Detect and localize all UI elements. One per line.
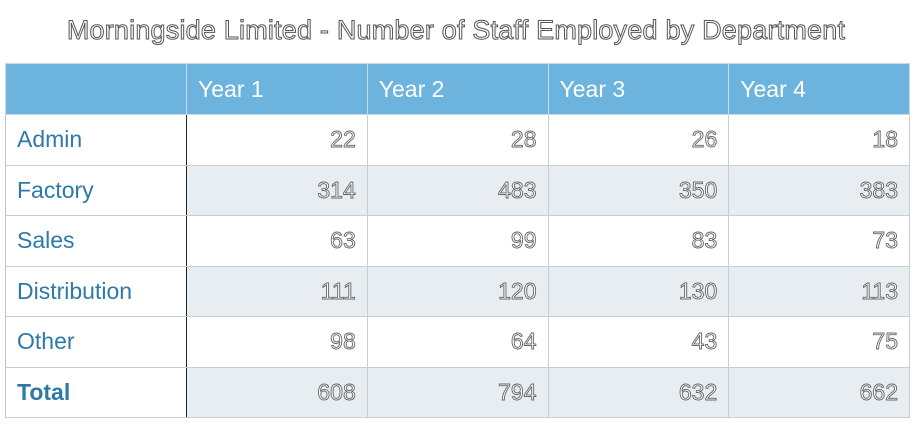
row-label: Admin bbox=[5, 114, 187, 166]
data-cell: 64 bbox=[366, 316, 549, 368]
header-corner-cell bbox=[5, 63, 187, 115]
total-cell: 608 bbox=[186, 366, 368, 418]
staff-table-container: Year 1 Year 2 Year 3 Year 4 Admin 22 28 … bbox=[5, 63, 910, 419]
staff-table: Year 1 Year 2 Year 3 Year 4 Admin 22 28 … bbox=[5, 63, 910, 418]
column-header: Year 3 bbox=[547, 63, 730, 115]
total-cell: 794 bbox=[366, 366, 549, 418]
data-cell: 120 bbox=[366, 265, 549, 317]
table-row: Admin 22 28 26 18 bbox=[5, 114, 910, 166]
table-row: Other 98 64 43 75 bbox=[5, 316, 910, 368]
data-cell: 26 bbox=[547, 114, 730, 166]
data-cell: 99 bbox=[366, 215, 549, 267]
data-cell: 75 bbox=[728, 316, 910, 368]
data-cell: 111 bbox=[186, 265, 368, 317]
data-cell: 113 bbox=[728, 265, 910, 317]
column-header: Year 4 bbox=[728, 63, 910, 115]
table-row: Sales 63 99 83 73 bbox=[5, 215, 910, 267]
data-cell: 22 bbox=[186, 114, 368, 166]
row-label: Distribution bbox=[5, 265, 187, 317]
row-label: Factory bbox=[5, 164, 187, 216]
data-cell: 73 bbox=[728, 215, 910, 267]
data-cell: 28 bbox=[366, 114, 549, 166]
data-cell: 383 bbox=[728, 164, 910, 216]
chart-title: Morningside Limited - Number of Staff Em… bbox=[66, 15, 846, 46]
row-label: Other bbox=[5, 316, 187, 368]
data-cell: 63 bbox=[186, 215, 368, 267]
column-header: Year 2 bbox=[366, 63, 549, 115]
data-cell: 350 bbox=[547, 164, 730, 216]
data-cell: 130 bbox=[547, 265, 730, 317]
data-cell: 98 bbox=[186, 316, 368, 368]
header-row: Year 1 Year 2 Year 3 Year 4 bbox=[5, 63, 910, 115]
data-cell: 18 bbox=[728, 114, 910, 166]
data-cell: 43 bbox=[547, 316, 730, 368]
row-label: Sales bbox=[5, 215, 187, 267]
column-header: Year 1 bbox=[186, 63, 368, 115]
total-row: Total 608 794 632 662 bbox=[5, 366, 910, 418]
total-cell: 662 bbox=[728, 366, 910, 418]
table-row: Distribution 111 120 130 113 bbox=[5, 265, 910, 317]
total-cell: 632 bbox=[547, 366, 730, 418]
data-cell: 314 bbox=[186, 164, 368, 216]
total-row-label: Total bbox=[5, 366, 187, 418]
data-cell: 83 bbox=[547, 215, 730, 267]
data-cell: 483 bbox=[366, 164, 549, 216]
table-row: Factory 314 483 350 383 bbox=[5, 164, 910, 216]
